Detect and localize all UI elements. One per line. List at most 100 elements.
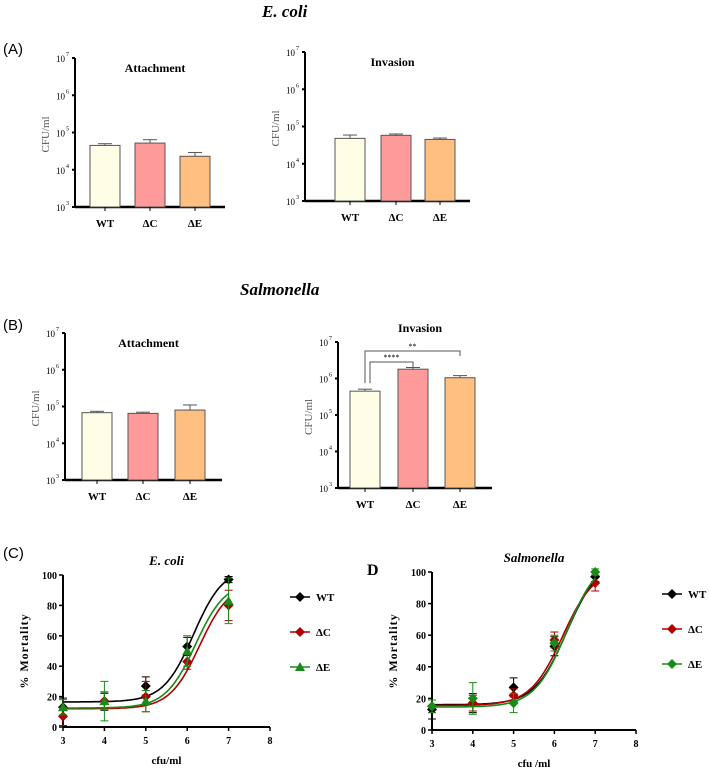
y-tick-label: 20 [47, 693, 57, 704]
y-axis-label: CFU/ml [270, 110, 282, 146]
legend-label: WT [316, 592, 335, 604]
significance-bracket [369, 361, 414, 384]
x-tick-label: 7 [593, 739, 598, 750]
y-axis-label: CFU/ml [303, 399, 315, 435]
bar-WT [81, 412, 113, 481]
y-tick-label: 10 [56, 166, 66, 176]
y-tick-label: 100 [42, 571, 57, 582]
y-axis-label: CFU/ml [30, 390, 42, 426]
x-tick-label: 7 [226, 736, 231, 747]
y-tick-exponent: 6 [66, 89, 69, 95]
y-tick-exponent: 5 [66, 127, 69, 133]
data-point-ΔE [99, 696, 110, 706]
bar-ΔE [444, 377, 476, 489]
bar-ΔC [380, 134, 412, 202]
x-tick-label: WT [341, 212, 360, 224]
chart-title: E. coli [148, 553, 184, 568]
y-tick-exponent: 5 [56, 401, 59, 407]
bar-ΔC [397, 368, 429, 489]
y-tick-exponent: 4 [296, 158, 299, 164]
legend-label: ΔC [316, 627, 331, 639]
x-tick-label: ΔC [143, 218, 158, 230]
significance-bracket [364, 350, 461, 384]
y-tick-label: 60 [47, 632, 57, 643]
x-tick-label: 6 [185, 736, 190, 747]
x-tick-label: ΔC [136, 491, 151, 503]
data-point-ΔE [223, 595, 234, 605]
y-tick-exponent: 7 [56, 327, 59, 333]
y-tick-label: 80 [47, 601, 57, 612]
y-tick-label: 10 [46, 366, 56, 376]
y-tick-label: 40 [47, 662, 57, 673]
x-tick-label: ΔE [183, 491, 197, 503]
x-tick-label: WT [356, 499, 375, 511]
panel-label-a: (A) [3, 41, 23, 58]
y-tick-label: 10 [319, 411, 329, 421]
y-axis-label: % Mortality [386, 613, 400, 688]
x-tick-label: 5 [511, 739, 516, 750]
y-tick-exponent: 4 [66, 164, 69, 170]
y-tick-exponent: 7 [329, 336, 332, 342]
legend-label: WT [688, 589, 707, 601]
legend-marker [667, 624, 677, 634]
legend-marker [295, 592, 305, 602]
y-tick-exponent: 5 [329, 409, 332, 415]
panel-label-d: D [367, 562, 379, 579]
y-tick-label: 10 [319, 338, 329, 348]
x-tick-label: ΔE [188, 218, 202, 230]
y-tick-label: 10 [56, 54, 66, 64]
data-point-ΔE [549, 638, 560, 649]
chart-title: Attachment [125, 61, 186, 75]
y-tick-label: 10 [286, 85, 296, 95]
data-point-ΔE [140, 696, 151, 706]
legend-marker [295, 627, 305, 637]
y-tick-label: 10 [286, 123, 296, 133]
data-point-ΔE [427, 701, 437, 712]
y-tick-label: 10 [56, 91, 66, 101]
y-tick-exponent: 6 [329, 373, 332, 379]
y-tick-label: 0 [52, 723, 57, 734]
y-tick-exponent: 4 [329, 446, 332, 452]
y-tick-label: 10 [286, 48, 296, 58]
y-tick-label: 10 [319, 448, 329, 458]
y-tick-exponent: 7 [296, 46, 299, 52]
bar-WT [89, 144, 121, 208]
y-tick-exponent: 3 [329, 482, 332, 488]
y-tick-label: 10 [319, 375, 329, 385]
chart-title: Invasion [398, 321, 442, 335]
legend-marker [667, 659, 677, 669]
x-tick-label: 8 [634, 739, 639, 750]
section-title-ecoli: E. coli [262, 2, 308, 21]
y-tick-label: 80 [416, 600, 426, 611]
significance-label: ** [409, 342, 417, 351]
y-tick-label: 60 [416, 631, 426, 642]
y-axis-label: CFU/ml [40, 116, 52, 152]
legend-label: ΔC [688, 624, 703, 636]
y-tick-label: 10 [319, 484, 329, 494]
y-tick-exponent: 3 [56, 474, 59, 480]
x-tick-label: ΔE [433, 212, 447, 224]
chart-title: Invasion [370, 55, 414, 69]
y-tick-label: 10 [46, 439, 56, 449]
bar-ΔE [179, 155, 211, 208]
x-tick-label: 5 [143, 736, 148, 747]
y-tick-label: 10 [286, 160, 296, 170]
data-point-WT [508, 682, 519, 693]
data-point-ΔE [182, 646, 193, 655]
y-tick-exponent: 4 [56, 437, 59, 443]
bar-WT [334, 137, 366, 202]
y-tick-label: 100 [411, 568, 426, 579]
x-tick-label: ΔC [389, 212, 404, 224]
y-tick-exponent: 6 [296, 83, 299, 89]
y-tick-label: 10 [46, 403, 56, 413]
chart-title: Attachment [118, 336, 179, 350]
x-tick-label: 6 [552, 739, 557, 750]
x-tick-label: 4 [102, 736, 107, 747]
x-tick-label: ΔC [406, 499, 421, 511]
y-tick-label: 20 [416, 694, 426, 705]
data-point-ΔE [467, 693, 478, 704]
legend-label: ΔE [316, 662, 330, 674]
data-point-ΔC [58, 711, 68, 722]
y-tick-label: 10 [56, 129, 66, 139]
